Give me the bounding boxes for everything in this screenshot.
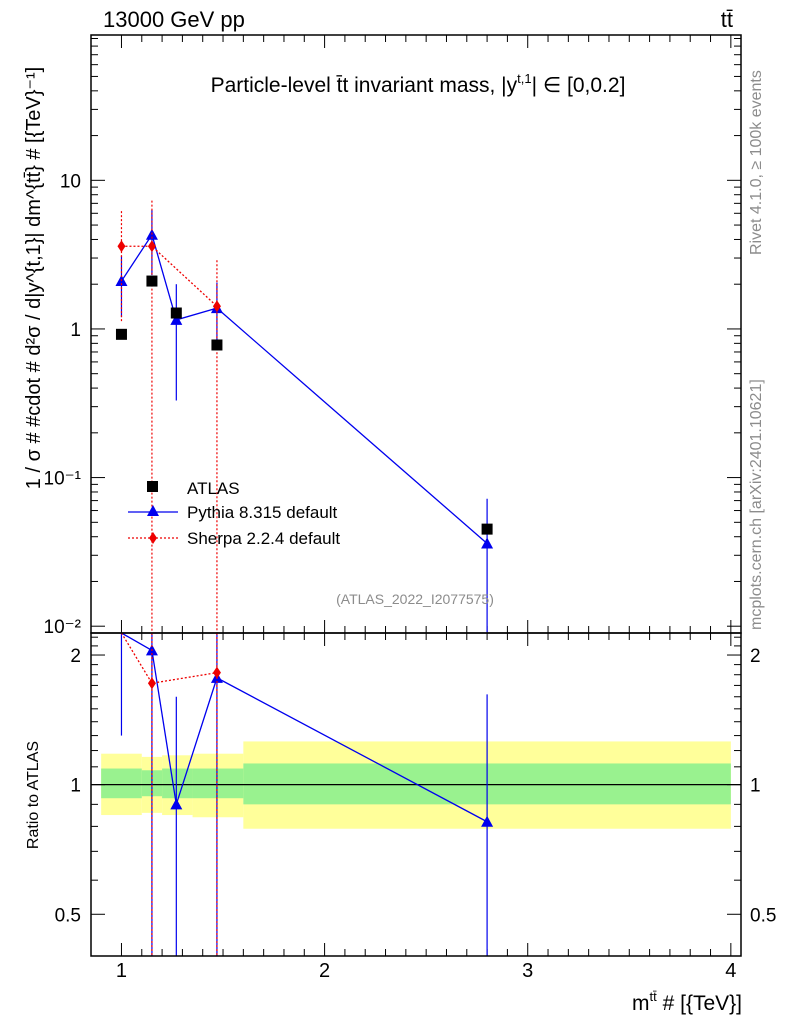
ratio-uncertainty-bands	[91, 741, 741, 829]
y-tick-label: 10⁻¹	[44, 469, 82, 490]
ratio-panel: 0.5 0.5 1 1 2 2 Ratio to ATLAS	[25, 632, 776, 957]
x-axis-label-superscript: tt̄	[650, 989, 658, 1004]
main-axis-ticks: 10⁻² 10⁻¹ 1 10	[44, 35, 741, 638]
plot-title: Particle-level t̄t invariant mass, |yt,1…	[211, 71, 626, 97]
y-tick-label: 10	[60, 171, 81, 192]
header-energy-label: 13000 GeV pp	[103, 7, 245, 32]
x-tick-label: 4	[725, 960, 736, 982]
main-point-atlas	[146, 275, 158, 287]
ratio-tick-label: 2	[70, 646, 81, 667]
x-tick-label: 2	[319, 960, 330, 982]
ratio-tick-label-right: 2	[750, 646, 761, 667]
legend-label-atlas: ATLAS	[187, 479, 240, 498]
y-tick-label: 10⁻²	[44, 617, 82, 638]
ratio-tick-label-right: 0.5	[750, 905, 776, 926]
ratio-point-pythia	[481, 815, 494, 827]
analysis-watermark: (ATLAS_2022_I2077575)	[336, 591, 494, 607]
ratio-frame	[90, 632, 742, 957]
main-point-atlas	[211, 339, 223, 351]
ratio-band-inner	[101, 768, 142, 799]
header-process-label: tt̄	[721, 7, 733, 32]
main-point-sherpa	[117, 240, 126, 253]
plot-title-superscript: t,1	[517, 71, 531, 86]
plot-title-tail: | ∈ [0,0.2]	[532, 74, 626, 97]
x-axis-label-main: m	[632, 992, 650, 1015]
ratio-point-sherpa	[212, 666, 221, 679]
main-point-atlas	[170, 307, 182, 319]
x-tick-label: 1	[116, 960, 127, 982]
main-point-pythia	[481, 537, 494, 549]
ratio-point-pythia	[170, 798, 183, 810]
legend-marker-atlas	[147, 481, 158, 492]
main-data-layer	[115, 200, 494, 633]
ratio-tick-label-right: 1	[750, 776, 761, 797]
ratio-tick-label: 1	[70, 776, 81, 797]
main-point-sherpa	[212, 300, 221, 313]
ratio-tick-label: 0.5	[55, 905, 81, 926]
rivet-version-label: Rivet 4.1.0, ≥ 100k events	[748, 70, 765, 255]
x-tick-label: 3	[522, 960, 533, 982]
legend: ATLAS Pythia 8.315 default Sherpa 2.2.4 …	[128, 479, 340, 548]
ratio-band-inner	[192, 768, 244, 799]
legend-label-pythia: Pythia 8.315 default	[187, 503, 338, 522]
mcplots-reference-label: mcplots.cern.ch [arXiv:2401.10621]	[748, 379, 765, 630]
ratio-data-layer	[120, 632, 494, 956]
ratio-point-sherpa	[147, 677, 156, 690]
y-axis-label: 1 / σ # #cdot # d²σ / d|y^{t,1}| dm^{tt̄…	[23, 67, 45, 489]
legend-label-sherpa: Sherpa 2.2.4 default	[187, 529, 340, 548]
main-line-sherpa	[121, 245, 218, 307]
main-point-atlas	[481, 523, 493, 535]
legend-marker-sherpa	[149, 532, 157, 544]
main-point-atlas	[115, 328, 127, 340]
legend-marker-pythia	[147, 505, 159, 516]
ratio-axis-ticks: 0.5 0.5 1 1 2 2	[55, 633, 776, 957]
ratio-y-axis-label: Ratio to ATLAS	[25, 741, 42, 849]
x-axis-label-tail: # [{TeV}]	[657, 992, 742, 1015]
x-tick-labels: 1 2 3 4	[116, 960, 737, 982]
ratio-band-inner	[162, 768, 193, 799]
main-point-pythia	[170, 313, 183, 325]
plot-title-main: Particle-level t̄t invariant mass, |y	[211, 74, 518, 97]
x-axis-label: mtt̄ # [{TeV}]	[632, 989, 742, 1015]
main-point-sherpa	[147, 240, 156, 253]
main-panel: 10⁻² 10⁻¹ 1 10 Particle-level t̄t invariant…	[23, 34, 742, 638]
y-tick-label: 1	[70, 320, 81, 341]
